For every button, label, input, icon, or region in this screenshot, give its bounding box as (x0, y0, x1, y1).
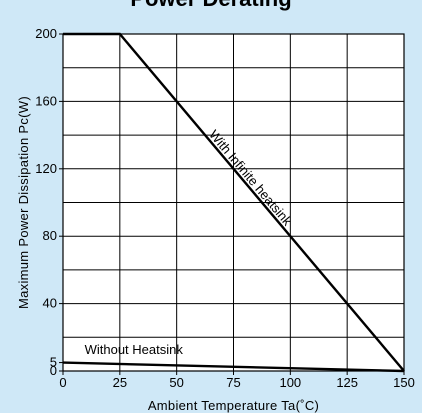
x-axis-label: Ambient Temperature Ta(˚C) (148, 398, 319, 413)
y-tick-label: 120 (35, 161, 57, 176)
x-tick-label: 150 (393, 375, 415, 390)
series-line-1 (62, 361, 405, 373)
x-tick-label: 100 (279, 375, 301, 390)
chart-title: Power Derating (0, 0, 422, 14)
series-line-0 (63, 32, 405, 372)
x-tick-label: 125 (336, 375, 358, 390)
y-tick-label: 40 (43, 296, 57, 311)
x-tick-label: 75 (226, 375, 240, 390)
annotation-without-heatsink: Without Heatsink (85, 342, 184, 357)
y-tick-label: 200 (35, 26, 57, 41)
y-tick-label: 0 (50, 363, 57, 378)
y-tick-label: 80 (43, 228, 57, 243)
x-tick-label: 0 (59, 375, 66, 390)
x-tick-label: 25 (113, 375, 127, 390)
y-tick-label: 5 (50, 355, 57, 370)
x-tick-label: 50 (169, 375, 183, 390)
y-tick-label: 160 (35, 93, 57, 108)
y-axis-label: Maximum Power Dissipation Pc(W) (16, 96, 31, 309)
